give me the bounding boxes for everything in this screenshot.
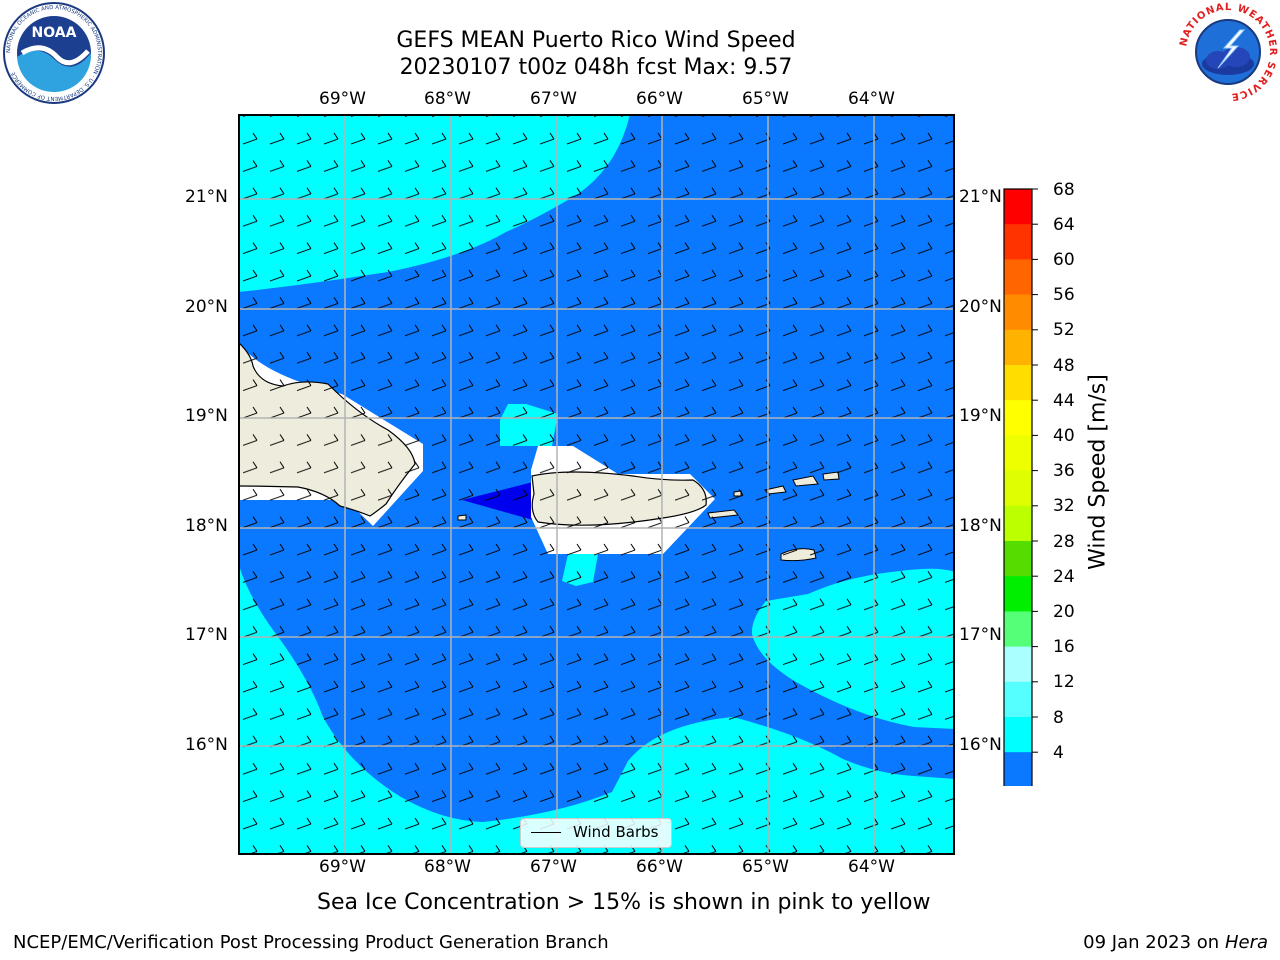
lat-label-right: 18°N: [959, 516, 1002, 536]
footer-date: 09 Jan 2023 on Hera: [1083, 932, 1268, 953]
colorbar-tick-label: 48: [1053, 356, 1075, 376]
lon-label-bottom: 66°W: [636, 857, 683, 877]
colorbar-segment: [1004, 646, 1032, 683]
colorbar-segment: [1004, 752, 1032, 786]
sea-ice-note: Sea Ice Concentration > 15% is shown in …: [317, 890, 931, 915]
colorbar-tick-label: 60: [1053, 250, 1075, 270]
colorbar-segment: [1004, 611, 1032, 648]
lon-label-top: 66°W: [636, 89, 683, 109]
lat-label-left: 19°N: [185, 406, 228, 426]
lat-label-left: 18°N: [185, 516, 228, 536]
colorbar-segment: [1004, 329, 1032, 366]
colorbar-tick-label: 64: [1053, 215, 1075, 235]
colorbar-tick-label: 12: [1053, 672, 1075, 692]
legend-line: [531, 832, 561, 833]
colorbar-tick-label: 52: [1053, 320, 1075, 340]
lat-label-left: 17°N: [185, 625, 228, 645]
colorbar-tick-label: 68: [1053, 180, 1075, 200]
colorbar-segment: [1004, 294, 1032, 331]
chart-title-line1: GEFS MEAN Puerto Rico Wind Speed: [396, 28, 796, 53]
colorbar-segment: [1004, 400, 1032, 436]
legend-label: Wind Barbs: [573, 823, 659, 841]
footer-org: NCEP/EMC/Verification Post Processing Pr…: [13, 932, 609, 953]
colorbar-tick-label: 24: [1053, 567, 1075, 587]
colorbar-segment: [1004, 259, 1032, 296]
colorbar-segment: [1004, 189, 1032, 225]
lat-label-left: 21°N: [185, 187, 228, 207]
colorbar-tick-label: 40: [1053, 426, 1075, 446]
wind-barbs-field: [239, 115, 954, 854]
colorbar-segment: [1004, 541, 1032, 577]
lat-label-left: 16°N: [185, 735, 228, 755]
colorbar: [1003, 188, 1038, 786]
colorbar-tick-label: 4: [1053, 743, 1064, 763]
colorbar-segment: [1004, 717, 1032, 753]
noaa-logo-text: NOAA: [32, 25, 77, 41]
colorbar-tick-label: 8: [1053, 708, 1064, 728]
lon-label-bottom: 67°W: [530, 857, 577, 877]
lon-label-bottom: 69°W: [319, 857, 366, 877]
colorbar-segment: [1004, 470, 1032, 507]
footer-date-text: 09 Jan 2023 on: [1083, 932, 1225, 953]
colorbar-tick-label: 32: [1053, 496, 1075, 516]
footer-machine: Hera: [1224, 932, 1268, 953]
lon-label-top: 69°W: [319, 89, 366, 109]
colorbar-tick-label: 36: [1053, 461, 1075, 481]
lon-label-top: 64°W: [848, 89, 895, 109]
colorbar-outline: [1003, 188, 1033, 786]
colorbar-segment: [1004, 365, 1032, 401]
colorbar-tick-label: 56: [1053, 285, 1075, 305]
lat-label-right: 17°N: [959, 625, 1002, 645]
colorbar-tick-label: 28: [1053, 532, 1075, 552]
colorbar-tick-label: 44: [1053, 391, 1075, 411]
colorbar-label: Wind Speed [m/s]: [1085, 374, 1111, 570]
colorbar-tick-label: 16: [1053, 637, 1075, 657]
lat-label-right: 16°N: [959, 735, 1002, 755]
lon-label-top: 68°W: [424, 89, 471, 109]
lat-label-right: 19°N: [959, 406, 1002, 426]
lon-label-bottom: 64°W: [848, 857, 895, 877]
lon-label-bottom: 65°W: [742, 857, 789, 877]
colorbar-segment: [1004, 224, 1032, 260]
colorbar-segment: [1004, 681, 1032, 718]
lon-label-top: 67°W: [530, 89, 577, 109]
noaa-logo: NATIONAL OCEANIC AND ATMOSPHERIC ADMINIS…: [3, 2, 105, 104]
lat-label-right: 21°N: [959, 187, 1002, 207]
colorbar-segment: [1004, 505, 1032, 542]
colorbar-segment: [1004, 435, 1032, 472]
nws-logo: NATIONAL WEATHER SERVICE: [1178, 2, 1277, 102]
colorbar-segment: [1004, 576, 1032, 612]
lat-label-right: 20°N: [959, 297, 1002, 317]
lon-label-bottom: 68°W: [424, 857, 471, 877]
chart-title-line2: 20230107 t00z 048h fcst Max: 9.57: [399, 55, 793, 80]
lon-label-top: 65°W: [742, 89, 789, 109]
map-legend: Wind Barbs: [520, 818, 672, 848]
map-plot: [238, 114, 955, 855]
graticule: [239, 115, 954, 854]
colorbar-tick-label: 20: [1053, 602, 1075, 622]
lat-label-left: 20°N: [185, 297, 228, 317]
